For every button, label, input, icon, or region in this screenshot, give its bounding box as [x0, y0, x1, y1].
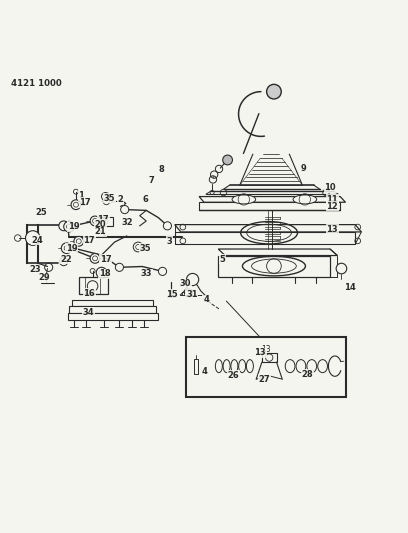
- Circle shape: [74, 237, 84, 246]
- Polygon shape: [218, 249, 337, 255]
- Text: 4: 4: [202, 367, 208, 376]
- Text: 10: 10: [324, 183, 336, 192]
- Text: 34: 34: [82, 308, 94, 317]
- Text: 30: 30: [180, 279, 191, 288]
- Bar: [72, 300, 153, 306]
- Text: 7: 7: [148, 176, 154, 185]
- Text: 23: 23: [29, 265, 41, 274]
- Text: 3: 3: [166, 237, 172, 246]
- Circle shape: [266, 84, 281, 99]
- Text: 19: 19: [66, 244, 78, 253]
- Circle shape: [336, 263, 347, 274]
- Ellipse shape: [293, 195, 317, 204]
- Text: 14: 14: [344, 283, 356, 292]
- Text: 6: 6: [142, 195, 148, 204]
- Text: 4: 4: [203, 295, 209, 304]
- Text: 18: 18: [99, 269, 110, 278]
- Text: 27: 27: [258, 375, 270, 384]
- Bar: [262, 353, 277, 362]
- Ellipse shape: [232, 195, 256, 204]
- Text: 13: 13: [254, 348, 266, 357]
- Bar: [194, 359, 198, 374]
- Text: 29: 29: [39, 273, 51, 282]
- Bar: [218, 255, 330, 277]
- Polygon shape: [199, 197, 346, 202]
- Circle shape: [61, 243, 72, 254]
- Text: 19: 19: [68, 222, 80, 231]
- Text: 17: 17: [98, 215, 109, 224]
- Text: 2: 2: [118, 195, 124, 204]
- Text: 17: 17: [100, 255, 111, 264]
- Bar: [199, 202, 340, 209]
- Bar: [175, 232, 355, 244]
- Text: 26: 26: [227, 371, 239, 380]
- Circle shape: [133, 242, 143, 252]
- Text: 28: 28: [302, 370, 313, 379]
- Text: 9: 9: [301, 164, 306, 173]
- Text: 33: 33: [140, 269, 152, 278]
- Text: 35: 35: [104, 193, 115, 203]
- Bar: [79, 277, 108, 294]
- Circle shape: [90, 254, 100, 263]
- Circle shape: [223, 155, 233, 165]
- Circle shape: [121, 206, 129, 214]
- Circle shape: [115, 263, 124, 271]
- Bar: [186, 337, 346, 398]
- Circle shape: [71, 200, 81, 209]
- Text: 11: 11: [326, 195, 338, 204]
- Text: 21: 21: [94, 228, 106, 237]
- Text: 24: 24: [31, 236, 43, 245]
- Text: 8: 8: [158, 165, 164, 174]
- Text: 35: 35: [139, 244, 151, 253]
- Circle shape: [64, 221, 74, 232]
- Bar: [69, 306, 156, 313]
- Circle shape: [186, 273, 199, 286]
- Text: 20: 20: [95, 220, 106, 229]
- Text: 4121 1000: 4121 1000: [11, 79, 62, 87]
- Text: 17: 17: [80, 198, 91, 207]
- Circle shape: [158, 268, 166, 276]
- Circle shape: [90, 216, 100, 226]
- Text: 32: 32: [122, 218, 133, 227]
- Circle shape: [59, 221, 69, 231]
- Text: 31: 31: [186, 289, 197, 298]
- Text: 13: 13: [326, 224, 338, 233]
- Text: 16: 16: [84, 289, 95, 298]
- Text: 17: 17: [84, 236, 95, 245]
- Circle shape: [96, 268, 107, 278]
- Text: 12: 12: [326, 202, 338, 211]
- Circle shape: [25, 231, 40, 245]
- Text: 1: 1: [78, 191, 84, 200]
- Polygon shape: [175, 224, 361, 232]
- Circle shape: [163, 222, 171, 230]
- Text: 5: 5: [220, 255, 225, 264]
- Text: 13: 13: [261, 344, 271, 353]
- Bar: [68, 313, 158, 320]
- Text: 25: 25: [35, 208, 47, 217]
- Text: 15: 15: [166, 289, 177, 298]
- Bar: [96, 217, 113, 226]
- Circle shape: [60, 257, 68, 265]
- Text: 22: 22: [60, 255, 72, 264]
